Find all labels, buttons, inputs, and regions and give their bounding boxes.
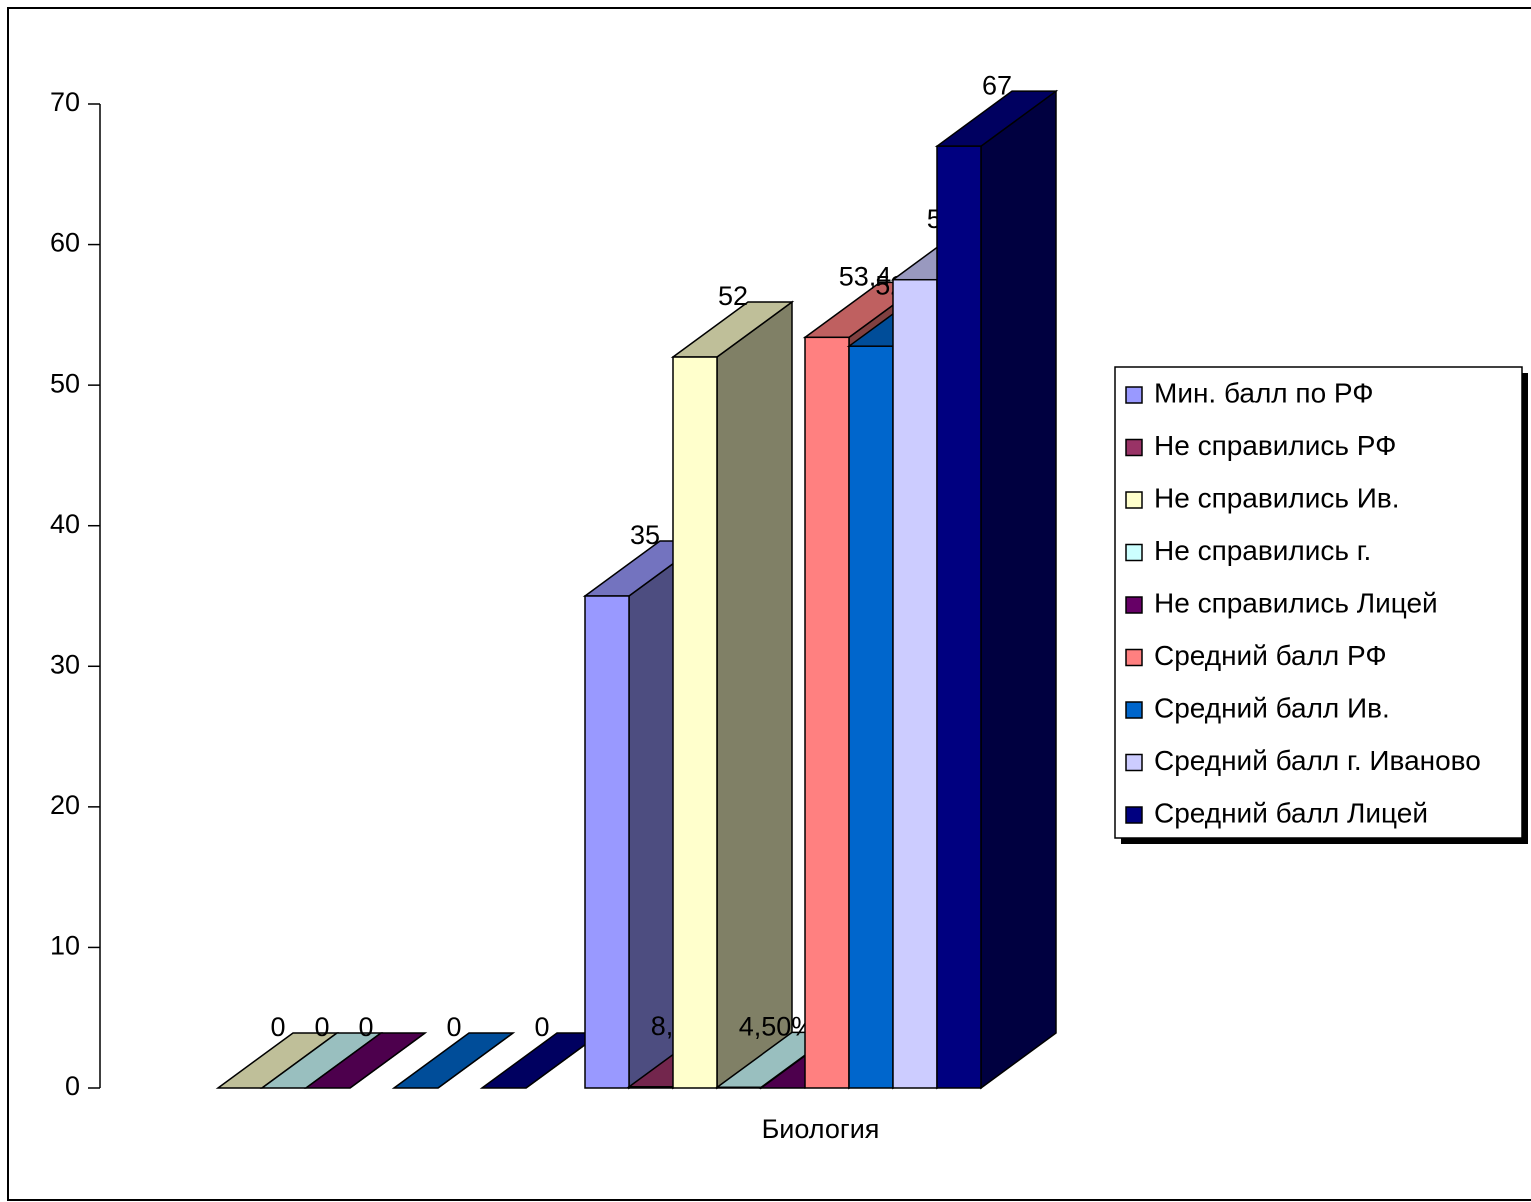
data-label: 0 [314,1012,329,1042]
bar-front [672,356,718,1089]
bar-front [584,595,630,1089]
bar-front [892,278,938,1089]
bar-top [303,1032,428,1089]
bar-front [936,145,982,1089]
legend-swatch [1125,438,1143,457]
legend-label: Средний балл РФ [1154,640,1387,671]
legend-box [1114,366,1523,839]
legend-swatch [1125,596,1143,614]
legend-label: Не справились Лицей [1154,587,1438,618]
legend-label: Не справились Ив. [1154,482,1400,513]
data-label: 0 [270,1012,285,1042]
y-tick-label: 30 [50,649,80,679]
data-label: 52 [718,281,748,311]
bar [934,89,1059,1090]
y-tick-label: 50 [50,368,80,398]
legend-label: Средний балл г. Иваново [1154,745,1481,776]
legend-swatch [1125,806,1143,824]
legend-swatch [1125,386,1143,404]
legend-label: Мин. балл по РФ [1154,377,1374,408]
bar-front [628,1086,674,1089]
legend-swatch [1125,543,1143,562]
bar-front [716,1086,762,1089]
bar [391,1032,516,1089]
y-tick-label: 20 [50,790,80,820]
y-tick-label: 60 [50,228,80,258]
bar [670,300,795,1090]
bar [303,1032,428,1089]
legend-swatch [1125,701,1143,719]
data-label: 67 [982,70,1012,100]
y-tick-label: 0 [65,1071,80,1101]
data-label: 4,50% [739,1011,816,1041]
data-label: 35 [630,520,660,550]
y-tick-label: 10 [50,931,80,961]
y-tick-label: 40 [50,509,80,539]
bar-front [804,336,850,1089]
legend-swatch [1125,753,1143,772]
legend-label: Не справились г. [1154,535,1371,566]
data-label: 0 [534,1012,549,1042]
x-tick-label: Биология [762,1114,880,1144]
legend-label: Средний балл Ив. [1154,692,1390,723]
data-label: 53,4 [839,261,892,291]
legend-label: Средний балл Лицей [1154,797,1428,828]
bar-front [848,345,894,1089]
y-tick-label: 70 [50,87,80,117]
legend-label: Не справились РФ [1154,430,1396,461]
bar-side [980,89,1057,1090]
data-label: 0 [358,1012,373,1042]
bar-side [716,300,793,1090]
data-label: 0 [446,1012,461,1042]
legend-swatch [1125,648,1143,667]
legend-swatch [1125,491,1143,509]
bar-top [391,1032,516,1089]
